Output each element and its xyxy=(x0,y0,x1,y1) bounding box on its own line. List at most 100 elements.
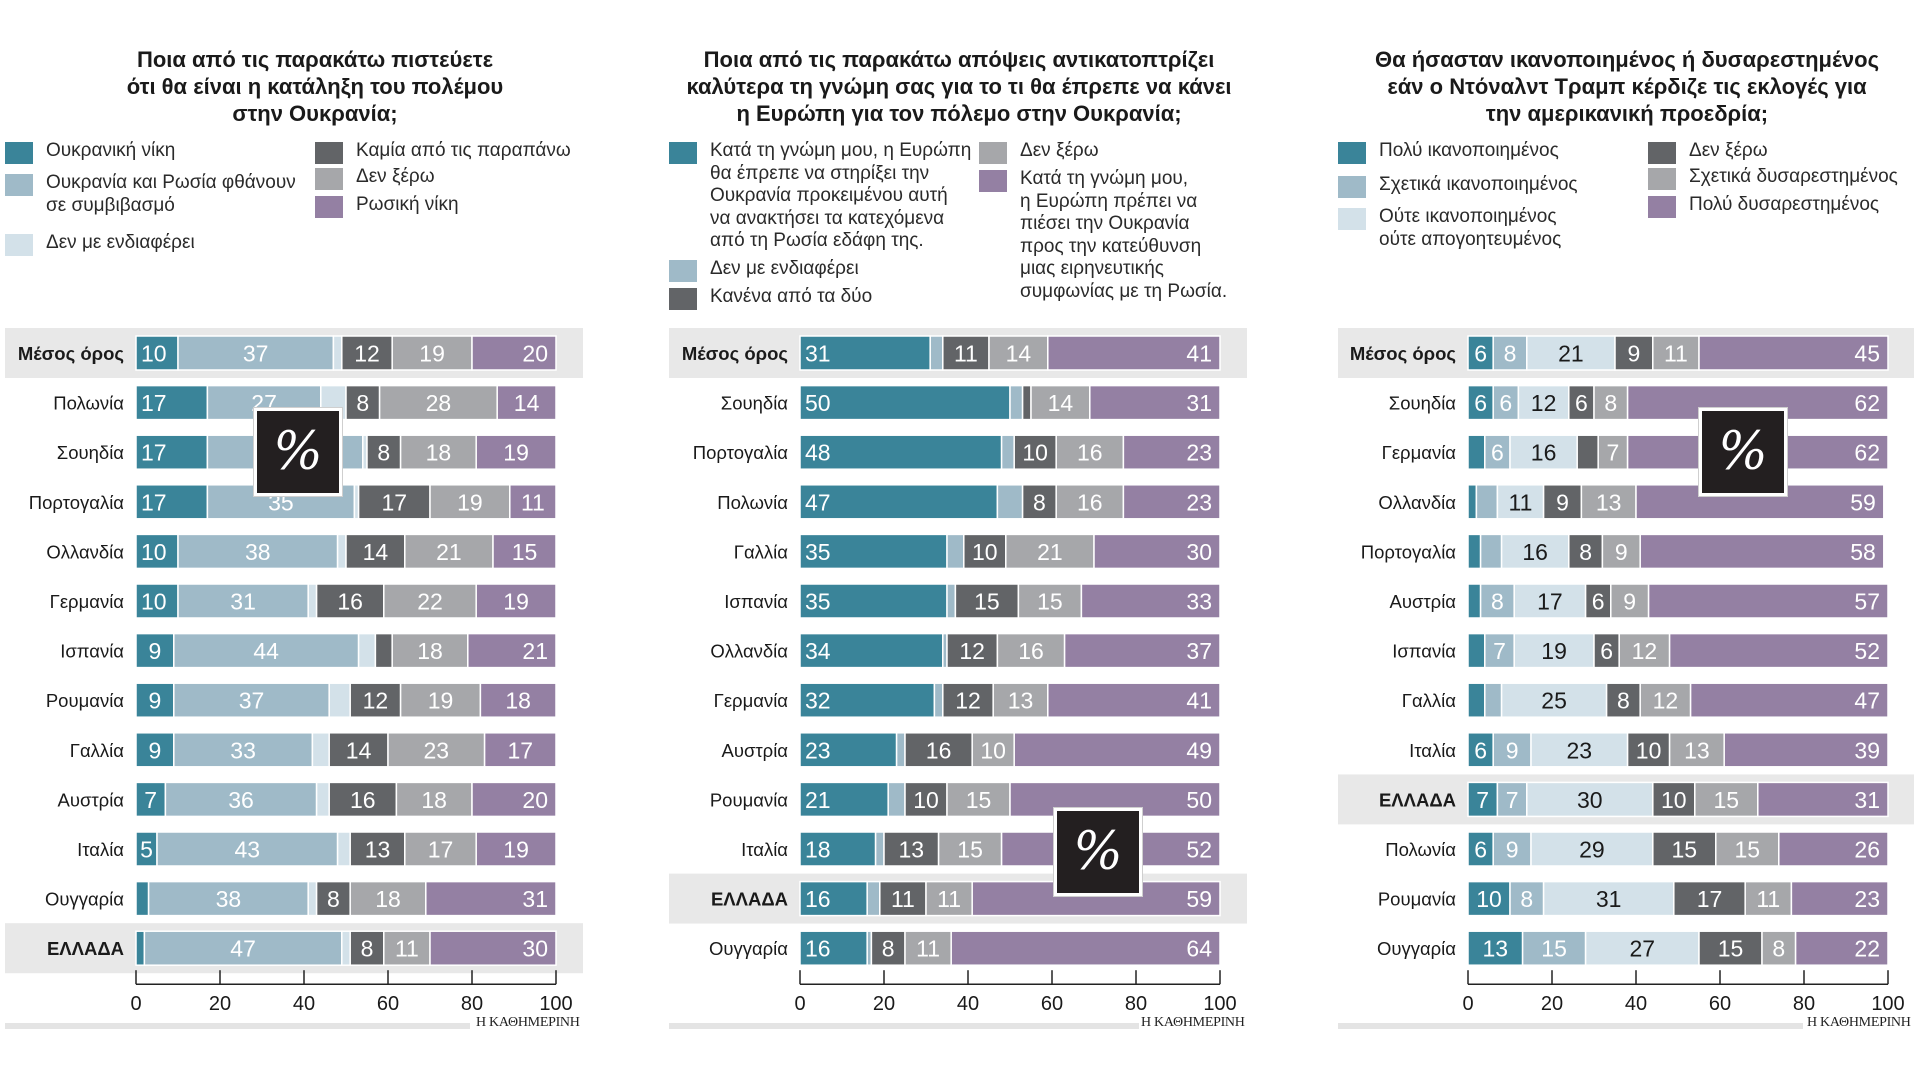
bar-segment xyxy=(1601,533,1641,570)
bar-segment xyxy=(1021,384,1032,421)
data-label: 10 xyxy=(972,539,998,565)
legend-label: Ουκρανία και Ρωσία φθάνουν σε συμβιβασμό xyxy=(46,172,296,216)
data-label: 6 xyxy=(1575,390,1588,416)
category-label: Μέσος όρος xyxy=(1350,343,1456,364)
data-label: 12 xyxy=(1531,390,1557,416)
bar-segment xyxy=(996,632,1066,669)
data-label: 31 xyxy=(522,886,548,912)
data-label: 12 xyxy=(1653,688,1679,714)
percent-badge: % xyxy=(1054,808,1142,896)
percent-badge: % xyxy=(1699,408,1787,496)
legend-label: Δεν ξέρω xyxy=(1020,140,1099,161)
legend-swatch xyxy=(1338,142,1366,164)
data-label: 17 xyxy=(1537,589,1563,615)
bar-segment xyxy=(1467,880,1511,917)
bar-segment xyxy=(1652,781,1696,818)
legend-swatch xyxy=(1648,196,1676,218)
data-label: 17 xyxy=(141,390,167,416)
bar-segment xyxy=(1467,930,1524,966)
chart-panel-europe-stance: Ποια από τις παρακάτω απόψεις αντικατοπτ… xyxy=(664,0,1254,1080)
data-label: 21 xyxy=(805,787,831,813)
bar-segment xyxy=(341,335,393,371)
legend-item: Δεν με ενδιαφέρει xyxy=(5,232,195,256)
data-label: 15 xyxy=(1672,837,1698,863)
data-label: 14 xyxy=(1006,341,1032,367)
bar-segment xyxy=(946,533,965,570)
data-label: 19 xyxy=(419,341,445,367)
bar-segment xyxy=(904,732,973,768)
data-label: 30 xyxy=(1186,539,1212,565)
data-label: 7 xyxy=(1476,787,1489,813)
bar-segment xyxy=(383,930,431,966)
data-label: 44 xyxy=(253,638,279,664)
bar-segment xyxy=(341,930,351,966)
legend-item: Ούτε ικανοποιημένος ούτε απογοητευμένος xyxy=(1338,206,1561,251)
legend-label: Κατά τη γνώμη μου, η Ευρώπη πρέπει να πι… xyxy=(1020,168,1228,302)
data-label: 25 xyxy=(1541,688,1567,714)
data-label: 10 xyxy=(1661,787,1687,813)
data-label: 12 xyxy=(1632,638,1658,664)
bar-segment xyxy=(307,880,318,917)
data-label: 17 xyxy=(428,837,454,863)
bar-segment xyxy=(345,384,381,421)
data-label: 34 xyxy=(805,638,831,664)
bar-segment xyxy=(1492,384,1520,421)
data-label: 21 xyxy=(1558,341,1584,367)
data-label: 15 xyxy=(1735,837,1761,863)
legend-label: Ουκρανική νίκη xyxy=(46,140,176,161)
bar-segment xyxy=(471,781,557,818)
bar-segment xyxy=(1647,583,1889,619)
bar-segment xyxy=(1639,682,1692,718)
x-tick-label: 0 xyxy=(130,993,141,1015)
bar-segment xyxy=(349,831,406,867)
bar-segment xyxy=(799,682,936,718)
bar-segment xyxy=(1467,831,1494,867)
data-label: 12 xyxy=(959,638,985,664)
data-label: 64 xyxy=(1186,936,1212,962)
category-label: Μέσος όρος xyxy=(682,343,788,364)
data-label: 11 xyxy=(891,886,915,912)
source-credit: Η ΚΑΘΗΜΕΡΙΝΗ xyxy=(1141,1015,1245,1030)
bar-segment xyxy=(971,732,1015,768)
bar-segment xyxy=(799,831,877,867)
data-label: 12 xyxy=(363,688,389,714)
bar-segment xyxy=(135,930,146,966)
data-label: 39 xyxy=(1854,737,1880,763)
bar-segment xyxy=(173,732,314,768)
data-label: 6 xyxy=(1474,390,1487,416)
data-label: 15 xyxy=(974,589,1000,615)
bar-segment xyxy=(156,831,339,867)
bar-segment xyxy=(1639,533,1885,570)
data-label: 18 xyxy=(505,688,531,714)
data-label: 16 xyxy=(1077,489,1103,515)
data-label: 13 xyxy=(1483,936,1509,962)
data-label: 37 xyxy=(1186,638,1212,664)
category-label: Ουγγαρία xyxy=(45,889,124,910)
bar-segment xyxy=(135,682,175,718)
bar-segment xyxy=(1089,384,1221,421)
data-label: 9 xyxy=(1623,589,1636,615)
category-label: Ιταλία xyxy=(741,839,788,860)
data-label: 6 xyxy=(1474,837,1487,863)
bar-segment xyxy=(1593,384,1629,421)
data-label: 8 xyxy=(1504,341,1517,367)
bar-segment xyxy=(1467,632,1486,669)
x-tick-label: 20 xyxy=(209,993,231,1015)
data-label: 10 xyxy=(980,737,1006,763)
category-label: Γερμανία xyxy=(1382,442,1457,463)
legend-item: Σχετικά ικανοποιημένος xyxy=(1338,174,1578,198)
data-label: 38 xyxy=(245,539,271,565)
data-label: 19 xyxy=(428,688,454,714)
data-label: 17 xyxy=(1697,886,1723,912)
bar-segment xyxy=(429,484,511,520)
category-label: Σουηδία xyxy=(1389,393,1457,414)
bar-segment xyxy=(349,682,402,718)
legend-swatch xyxy=(5,174,33,196)
bar-segment xyxy=(1467,434,1486,470)
category-label: Μέσος όρος xyxy=(18,343,124,364)
data-label: 57 xyxy=(1854,589,1880,615)
bar-segment xyxy=(336,533,347,570)
category-label: Αυστρία xyxy=(1389,591,1456,612)
category-label: Γαλλία xyxy=(70,740,124,761)
